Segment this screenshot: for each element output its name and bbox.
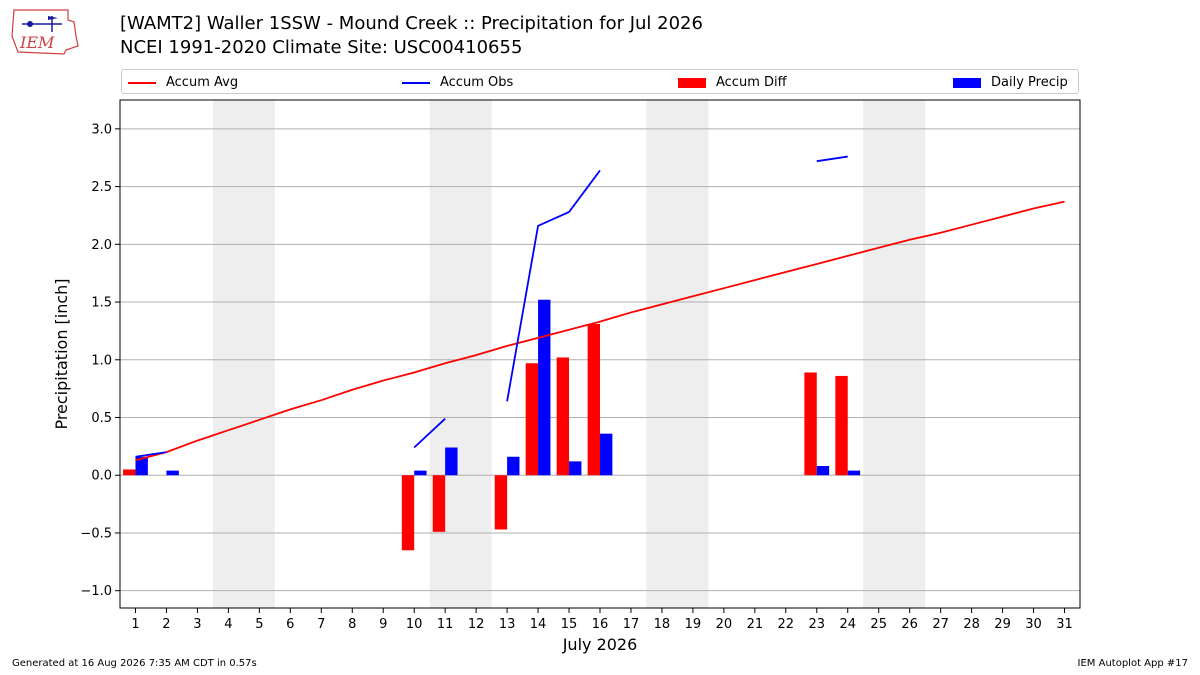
xtick-label-26: 26 bbox=[901, 617, 918, 632]
line-accum-obs-segment-2 bbox=[506, 169, 601, 402]
xtick-label-18: 18 bbox=[654, 617, 671, 632]
legend-item-accum-avg: Accum Avg bbox=[128, 74, 238, 91]
footer-generated: Generated at 16 Aug 2026 7:35 AM CDT in … bbox=[12, 658, 257, 669]
ytick-label-7: 2.5 bbox=[91, 180, 112, 195]
xtick-label-20: 20 bbox=[716, 617, 733, 632]
legend-label-accum-obs: Accum Obs bbox=[440, 75, 514, 90]
bar-accum-diff-14 bbox=[525, 363, 539, 476]
xtick-label-10: 10 bbox=[406, 617, 423, 632]
xtick-label-24: 24 bbox=[839, 617, 856, 632]
weekend-band-3 bbox=[863, 100, 926, 608]
xtick-label-16: 16 bbox=[592, 617, 609, 632]
bar-daily-precip-13 bbox=[507, 456, 520, 476]
legend-swatch-daily-precip bbox=[953, 77, 981, 88]
ytick-label-3: 0.5 bbox=[91, 411, 112, 426]
ytick-label-1: −0.5 bbox=[80, 526, 112, 541]
xtick-label-12: 12 bbox=[468, 617, 485, 632]
xtick-label-19: 19 bbox=[685, 617, 702, 632]
ytick-label-2: 0.0 bbox=[91, 469, 112, 484]
line-accum-avg bbox=[135, 200, 1065, 462]
ytick-label-5: 1.5 bbox=[91, 296, 112, 311]
xtick-label-2: 2 bbox=[162, 617, 170, 632]
legend-swatch-accum-avg bbox=[128, 81, 156, 84]
xtick-label-4: 4 bbox=[224, 617, 232, 632]
ytick-label-6: 2.0 bbox=[91, 238, 112, 253]
xtick-label-29: 29 bbox=[994, 617, 1011, 632]
bar-accum-diff-10 bbox=[401, 475, 415, 551]
xtick-label-14: 14 bbox=[530, 617, 547, 632]
bar-daily-precip-14 bbox=[538, 299, 551, 476]
bar-daily-precip-1 bbox=[135, 456, 148, 476]
logo-text: IEM bbox=[19, 33, 55, 52]
legend-item-daily-precip: Daily Precip bbox=[953, 74, 1068, 91]
weekend-band-2 bbox=[646, 100, 709, 608]
legend-swatch-accum-obs bbox=[402, 81, 430, 84]
bar-daily-precip-15 bbox=[569, 461, 582, 476]
bar-accum-diff-23 bbox=[804, 372, 817, 476]
xtick-label-1: 1 bbox=[131, 617, 139, 632]
legend-label-daily-precip: Daily Precip bbox=[991, 75, 1068, 90]
bar-accum-diff-13 bbox=[494, 475, 508, 530]
xtick-label-13: 13 bbox=[499, 617, 516, 632]
xtick-label-30: 30 bbox=[1025, 617, 1042, 632]
xtick-label-3: 3 bbox=[193, 617, 201, 632]
xtick-label-9: 9 bbox=[379, 617, 387, 632]
xtick-label-22: 22 bbox=[778, 617, 795, 632]
line-accum-obs-segment-3 bbox=[816, 155, 848, 163]
ytick-label-4: 1.0 bbox=[91, 353, 112, 368]
chart-legend: Accum Avg Accum Obs Accum Diff Daily Pre… bbox=[121, 69, 1079, 94]
xtick-label-31: 31 bbox=[1056, 617, 1073, 632]
xtick-label-21: 21 bbox=[747, 617, 764, 632]
chart-subtitle: NCEI 1991-2020 Climate Site: USC00410655 bbox=[120, 37, 523, 58]
weekend-band-0 bbox=[212, 100, 275, 608]
bar-daily-precip-23 bbox=[816, 465, 830, 476]
xtick-label-7: 7 bbox=[317, 617, 325, 632]
iem-logo: IEM bbox=[11, 9, 79, 55]
xtick-label-15: 15 bbox=[561, 617, 578, 632]
footer-app: IEM Autoplot App #17 bbox=[1077, 658, 1188, 669]
xtick-label-27: 27 bbox=[932, 617, 949, 632]
bar-daily-precip-11 bbox=[445, 447, 458, 476]
line-accum-obs-segment-1 bbox=[413, 417, 446, 449]
xtick-label-11: 11 bbox=[437, 617, 454, 632]
line-accum-obs-segment-0 bbox=[135, 451, 167, 458]
xtick-label-28: 28 bbox=[963, 617, 980, 632]
bar-daily-precip-16 bbox=[600, 433, 613, 476]
legend-item-accum-obs: Accum Obs bbox=[402, 74, 513, 91]
xtick-label-8: 8 bbox=[348, 617, 356, 632]
legend-item-accum-diff: Accum Diff bbox=[678, 74, 787, 91]
bar-accum-diff-15 bbox=[556, 357, 570, 476]
bar-accum-diff-24 bbox=[835, 375, 848, 476]
ytick-label-0: −1.0 bbox=[80, 584, 112, 599]
chart-title: [WAMT2] Waller 1SSW - Mound Creek :: Pre… bbox=[120, 13, 703, 34]
xtick-label-25: 25 bbox=[870, 617, 887, 632]
xtick-label-17: 17 bbox=[623, 617, 640, 632]
legend-swatch-accum-diff bbox=[678, 77, 706, 88]
y-axis-label: Precipitation [inch] bbox=[52, 278, 71, 429]
xtick-label-5: 5 bbox=[255, 617, 263, 632]
bar-daily-precip-2 bbox=[166, 470, 179, 476]
xtick-label-23: 23 bbox=[809, 617, 826, 632]
x-axis-label: July 2026 bbox=[562, 635, 638, 654]
bar-accum-diff-16 bbox=[587, 323, 600, 476]
bar-daily-precip-10 bbox=[414, 470, 427, 476]
bar-accum-diff-11 bbox=[432, 475, 446, 532]
xtick-label-6: 6 bbox=[286, 617, 294, 632]
ytick-label-8: 3.0 bbox=[91, 122, 112, 137]
legend-label-accum-avg: Accum Avg bbox=[166, 75, 239, 90]
legend-label-accum-diff: Accum Diff bbox=[716, 75, 787, 90]
bar-daily-precip-24 bbox=[847, 470, 861, 476]
bar-accum-diff-1 bbox=[123, 469, 136, 476]
